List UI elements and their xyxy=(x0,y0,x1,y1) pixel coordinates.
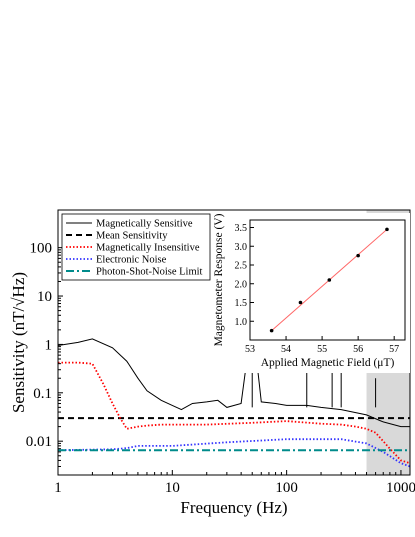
y-axis-ticks: 0.01 0.1 1 10 100 xyxy=(26,241,63,476)
series-line xyxy=(57,438,411,468)
legend-label: Electronic Noise xyxy=(96,255,167,266)
inset-x-tick-label: 54 xyxy=(281,344,291,355)
inset-y-tick-label: 2.5 xyxy=(235,261,248,272)
y-tick-label: 0.1 xyxy=(33,386,52,402)
inset-x-tick-label: 55 xyxy=(317,344,327,355)
inset-x-tick-label: 57 xyxy=(389,344,399,355)
inset-y-tick-label: 3.0 xyxy=(235,242,248,253)
inset-y-tick-label: 3.5 xyxy=(235,223,248,234)
inset-data-point xyxy=(385,227,389,232)
x-tick-label: 1 xyxy=(54,480,62,496)
legend-label: Photon-Shot-Noise Limit xyxy=(96,267,203,278)
inset-y-axis-ticks: 1.0 1.5 2.0 2.5 3.0 3.5 xyxy=(235,223,254,328)
inset-y-axis-label: Magnetometer Response (V) xyxy=(213,213,225,346)
inset-background xyxy=(212,213,410,373)
inset-x-axis-label: Applied Magnetic Field (μT) xyxy=(261,357,395,369)
x-tick-label: 1000 xyxy=(386,480,415,496)
series-line xyxy=(57,319,410,428)
y-tick-label: 10 xyxy=(37,289,52,305)
inset-y-tick-label: 1.0 xyxy=(235,317,248,328)
inset-data-point xyxy=(269,328,274,333)
inset-series-layer xyxy=(269,227,389,333)
inset-frame xyxy=(249,219,406,341)
x-tick-label: 10 xyxy=(165,480,180,496)
inset-plot: 53 54 55 56 57 1.0 1.5 2.0 2.5 3.0 3.5 Applied Ma… xyxy=(212,213,410,373)
x-tick-label: 100 xyxy=(275,480,298,496)
inset-y-tick-label: 2.0 xyxy=(235,279,248,290)
x-axis-label: Frequency (Hz) xyxy=(180,498,287,517)
x-axis-ticks: 1 10 100 1000 xyxy=(54,470,415,496)
inset-x-tick-label: 56 xyxy=(353,344,363,355)
legend-label: Magnetically Sensitive xyxy=(96,219,193,230)
y-axis-label: Sensitivity (nT/√Hz) xyxy=(9,272,28,413)
y-tick-label: 0.01 xyxy=(26,434,52,450)
y-tick-label: 100 xyxy=(30,241,53,257)
inset-x-axis-ticks: 53 54 55 56 57 xyxy=(245,336,399,355)
inset-data-point xyxy=(356,253,360,258)
inset-x-tick-label: 53 xyxy=(245,344,255,355)
y-tick-label: 1 xyxy=(45,337,53,353)
inset-data-point xyxy=(327,278,332,282)
inset-y-tick-label: 1.5 xyxy=(235,298,248,309)
legend-box xyxy=(61,213,211,281)
legend-label: Mean Sensitivity xyxy=(96,231,168,242)
inset-data-point xyxy=(298,300,303,305)
legend-label: Magnetically Insensitive xyxy=(96,243,200,254)
